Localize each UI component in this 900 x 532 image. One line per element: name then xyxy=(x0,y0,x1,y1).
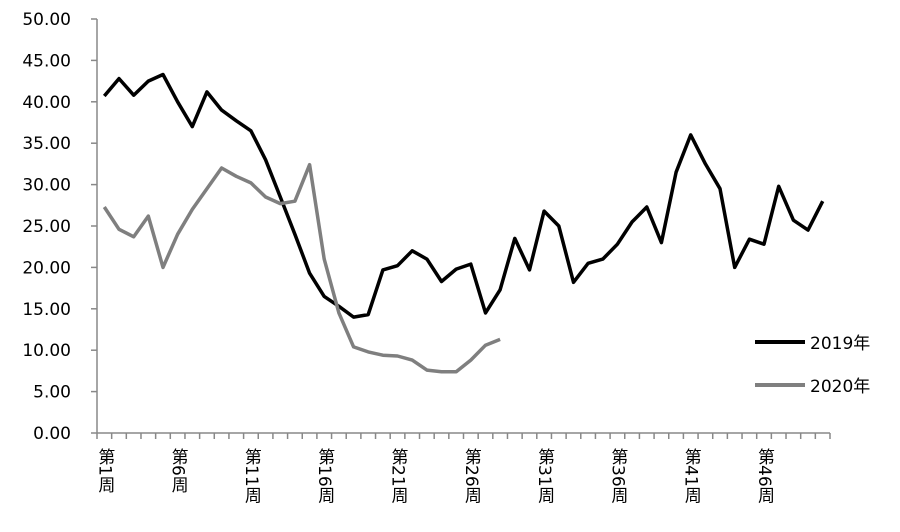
y-tick-label: 35.00 xyxy=(22,134,71,154)
y-tick-label: 0.00 xyxy=(33,424,71,444)
legend-label: 2019年 xyxy=(810,334,870,354)
y-tick-label: 40.00 xyxy=(22,93,71,113)
series-line xyxy=(102,72,825,319)
x-tick-label: 第16周 xyxy=(314,448,335,505)
x-tick-label: 第1周 xyxy=(94,448,115,494)
y-tick-label: 5.00 xyxy=(33,383,71,403)
x-tick-label: 第41周 xyxy=(681,448,702,505)
y-tick-label: 10.00 xyxy=(22,341,71,361)
x-tick-label: 第6周 xyxy=(168,448,189,494)
x-tick-label: 第21周 xyxy=(388,448,409,505)
y-tick-label: 30.00 xyxy=(22,176,71,196)
x-tick-label: 第46周 xyxy=(754,448,775,505)
x-tick-label: 第36周 xyxy=(607,448,628,505)
y-tick-label: 15.00 xyxy=(22,300,71,320)
x-tick-label: 第11周 xyxy=(241,448,262,505)
y-tick-label: 45.00 xyxy=(22,51,71,71)
y-tick-label: 50.00 xyxy=(22,10,71,30)
legend-label: 2020年 xyxy=(810,377,870,397)
x-tick-label: 第31周 xyxy=(534,448,555,505)
series-line xyxy=(102,162,501,374)
y-tick-label: 20.00 xyxy=(22,258,71,278)
y-tick-label: 25.00 xyxy=(22,217,71,237)
x-tick-label: 第26周 xyxy=(461,448,482,505)
